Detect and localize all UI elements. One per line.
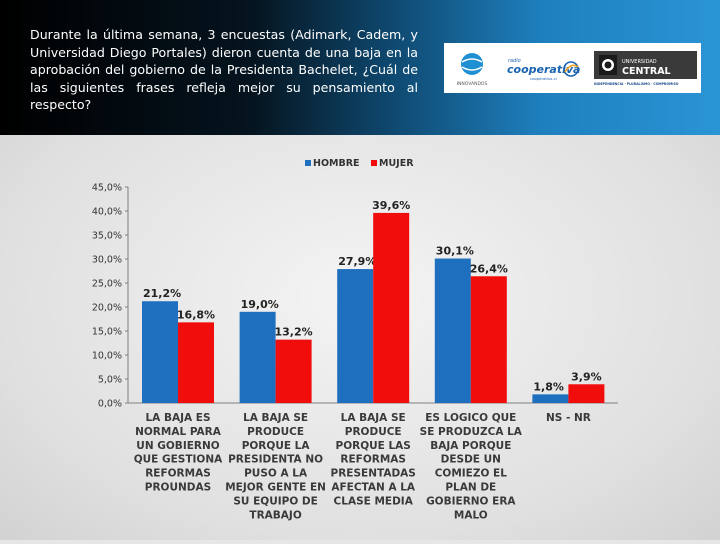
category-label-line: DESDE UN [441, 454, 501, 466]
cooperativa-logo: radio cooperativa cooperativa.cl [507, 58, 580, 81]
category-label-line: TRABAJO [249, 509, 301, 521]
uc-line1: UNIVERSIDAD [622, 59, 657, 65]
y-tick-label: 30,0% [92, 255, 122, 266]
bar-hombre [142, 301, 178, 403]
category-label-line: MALO [454, 509, 488, 521]
bar-hombre [337, 269, 374, 403]
cooperativa-prefix: radio [508, 58, 521, 64]
data-label-mujer: 39,6% [372, 199, 410, 212]
logos-panel: INNOVANDOS radio cooperativa cooperativa… [444, 43, 701, 93]
uc-shield-dot-icon [604, 61, 612, 69]
y-tick-label: 10,0% [92, 351, 122, 362]
category-label-line: REFORMAS [340, 454, 406, 466]
category-label-line: PRESIDENTA NO [228, 454, 323, 466]
cooperativa-name: cooperativa [507, 63, 580, 76]
legend-label-hombre: HOMBRE [313, 158, 360, 169]
bar-mujer [275, 339, 312, 403]
y-tick-label: 45,0% [92, 183, 122, 194]
data-label-hombre: 19,0% [241, 298, 279, 311]
bar-mujer [470, 276, 507, 403]
category-label-line: PROUNDAS [145, 482, 211, 494]
y-tick-label: 35,0% [92, 231, 122, 242]
globe-icon [461, 53, 483, 75]
category-label-line: SU EQUIPO DE [233, 495, 317, 507]
chart-area: 0,0% 5,0% 10,0% 15,0% 20,0% 25,0% 30,0% 35,0% 40… [0, 135, 720, 540]
category-label-line: LA BAJA SE [243, 412, 308, 424]
bar-mujer [178, 322, 214, 403]
y-tick-label: 15,0% [92, 327, 122, 338]
uc-motto: INDEPENDENCIA · PLURALISMO · COMPROMISO [594, 82, 679, 86]
category-label-line: PRODUCE [247, 426, 304, 438]
data-label-hombre: 21,2% [143, 287, 181, 300]
y-tick-label: 20,0% [92, 303, 122, 314]
question-text: Durante la última semana, 3 encuestas (A… [30, 27, 418, 112]
category-label-line: PLAN DE [445, 482, 496, 494]
bar-chart: 0,0% 5,0% 10,0% 15,0% 20,0% 25,0% 30,0% 35,0% 40… [92, 158, 618, 521]
category-label-line: LA BAJA ES [145, 412, 210, 424]
category-label-line: REFORMAS [145, 468, 211, 480]
data-label-mujer: 3,9% [571, 370, 602, 383]
legend-label-mujer: MUJER [379, 158, 414, 169]
y-tick-label: 25,0% [92, 279, 122, 290]
legend-swatch-mujer [371, 160, 377, 166]
category-label-line: NORMAL PARA [135, 426, 222, 438]
y-tick-label: 40,0% [92, 207, 122, 218]
category-label-line: QUE GESTIONA [134, 454, 223, 466]
data-label-hombre: 1,8% [533, 380, 564, 393]
category-label-line: CLASE MEDIA [334, 495, 414, 507]
data-label-hombre: 27,9% [338, 255, 376, 268]
data-label-mujer: 13,2% [275, 326, 313, 339]
bar-hombre [434, 258, 471, 403]
universidad-central-logo: UNIVERSIDAD CENTRAL INDEPENDENCIA · PLUR… [594, 51, 697, 86]
y-tick-label: 0,0% [98, 399, 122, 410]
bar-mujer [568, 384, 605, 403]
cooperativa-accent-icon [564, 64, 579, 73]
globe-logo: INNOVANDOS [457, 53, 488, 87]
globe-swirl-icon [461, 58, 483, 71]
bar-hombre [532, 394, 569, 403]
cooperativa-tagline: cooperativa.cl [530, 76, 557, 81]
category-label-line: ES LOGICO QUE [425, 412, 516, 424]
category-label-line: PORQUE LA [242, 440, 311, 452]
data-label-mujer: 26,4% [470, 262, 508, 275]
category-label-line: COMIEZO EL [435, 468, 508, 480]
category-label-line: SE PRODUZCA LA [420, 426, 523, 438]
category-label-line: PUSO A LA [244, 468, 308, 480]
category-label-line: AFECTAN A LA [331, 482, 416, 494]
legend-swatch-hombre [305, 160, 311, 166]
category-label-line: NS - NR [546, 412, 591, 424]
left-logo-text: INNOVANDOS [457, 81, 488, 87]
category-label-line: PRODUCE [345, 426, 402, 438]
y-tick-label: 5,0% [98, 375, 122, 386]
data-label-hombre: 30,1% [436, 245, 474, 258]
category-label-line: GOBIERNO ERA [426, 495, 516, 507]
logos-svg: INNOVANDOS radio cooperativa cooperativa… [457, 51, 697, 87]
category-label-line: PRESENTADAS [331, 468, 416, 480]
data-label-mujer: 16,8% [177, 308, 215, 321]
bar-mujer [373, 212, 410, 403]
category-label-line: PORQUE LAS [336, 440, 411, 452]
header-banner: Durante la última semana, 3 encuestas (A… [0, 0, 720, 135]
category-label-line: BAJA PORQUE [430, 440, 511, 452]
category-label-line: LA BAJA SE [341, 412, 406, 424]
uc-line2: CENTRAL [622, 66, 671, 77]
category-label-line: MEJOR GENTE EN [225, 482, 326, 494]
bar-hombre [239, 311, 276, 403]
category-label-line: UN GOBIERNO [136, 440, 219, 452]
cooperativa-swirl-icon [563, 61, 579, 77]
